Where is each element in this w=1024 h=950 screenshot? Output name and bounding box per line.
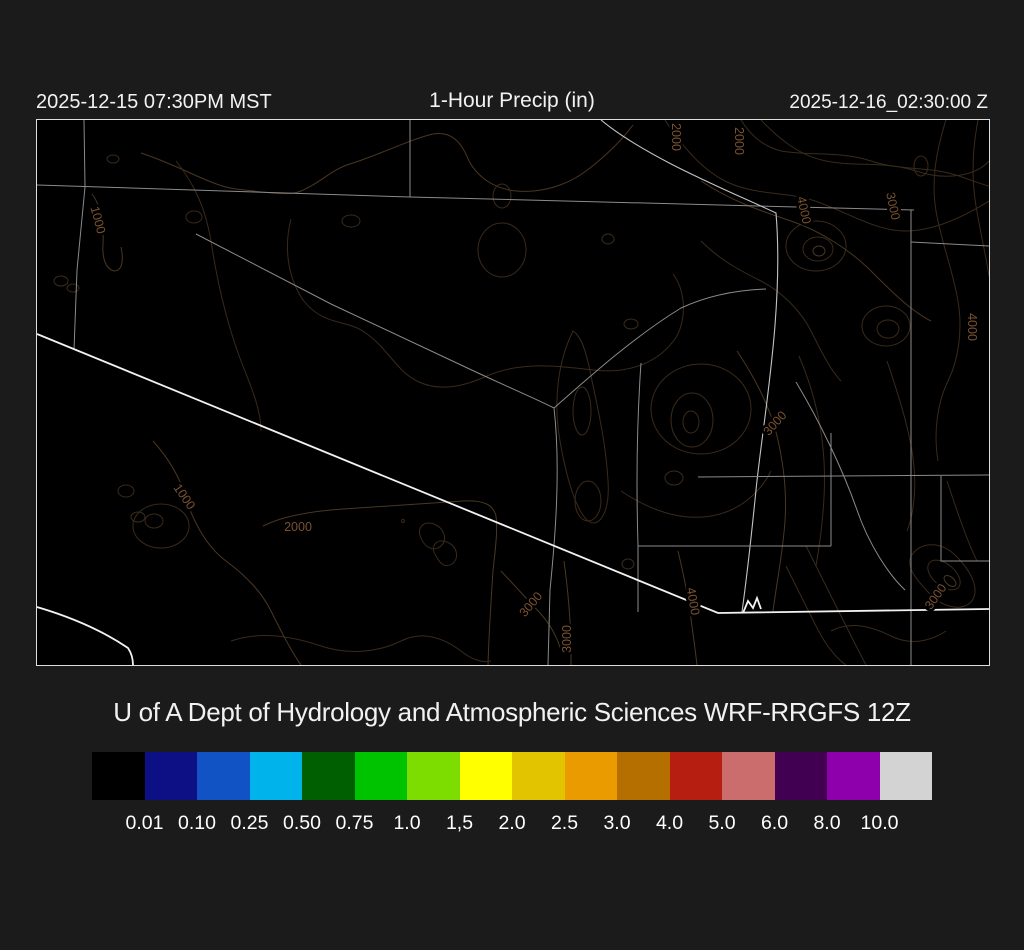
contour-label: 3000 [883,191,902,221]
contour-label: 2000 [284,520,312,534]
colorbar-label: 0.01 [125,812,164,834]
color-swatch [669,752,722,800]
colorbar-scale-labels: 0.01 0.10 0.25 0.50 0.75 1.0 1,5 2.0 2.5 3.0 4.0 5.… [92,812,932,838]
color-swatch [617,752,670,800]
color-swatch [354,752,407,800]
valid-time-utc: 2025-12-16_02:30:00 Z [789,92,988,113]
color-swatch [459,752,512,800]
colorbar-label: 0.10 [178,812,216,834]
contour-label: 2000 [669,123,683,151]
colorbar-label: 2.5 [550,812,579,834]
color-swatch [407,752,460,800]
contour-elevation-labels: 1000 1000 2000 2000 2000 4000 3000 3000 4000 3000… [85,121,981,656]
colorbar-label: 1,5 [445,812,474,834]
colorbar-label: 5.0 [708,812,736,834]
contour-label: 2000 [732,127,746,155]
color-swatch [512,752,565,800]
colorbar-label: 3.0 [603,812,631,834]
colorbar-label: 4.0 [655,812,684,834]
color-swatch [249,752,302,800]
colorbar-label: 0.25 [230,812,269,834]
colorbar-label: 10.0 [860,812,899,834]
contour-label: 3000 [517,589,546,619]
contour-label: 3000 [761,408,790,438]
color-swatch [302,752,355,800]
valid-time-local: 2025-12-15 07:30PM MST [36,91,272,113]
state-borders [37,333,989,665]
color-swatch [774,752,827,800]
map-canvas: 1000 1000 2000 2000 2000 4000 3000 3000 4000 3000… [37,120,989,665]
colorbar-label: 0.50 [283,812,321,834]
contour-label: 3000 [560,625,574,653]
product-caption: U of A Dept of Hydrology and Atmospheric… [113,697,911,727]
color-swatch [722,752,775,800]
county-boundaries [37,120,989,665]
colorbar-label: 0.75 [335,812,374,834]
color-swatch [92,752,145,800]
colorbar-label: 2.0 [498,812,526,834]
color-swatch [827,752,880,800]
contour-label: 4000 [965,313,979,341]
color-swatch [197,752,250,800]
contour-label: 3000 [922,581,949,612]
colorbar-label: 6.0 [760,812,789,834]
color-swatch [564,752,617,800]
colorbar-label: 1.0 [393,812,421,834]
colorbar-label: 8.0 [813,812,841,834]
color-swatch [879,752,932,800]
contour-label: 4000 [684,586,703,616]
contour-label: 1000 [171,481,198,512]
precip-colorbar [92,752,932,800]
forecast-map: 1000 1000 2000 2000 2000 4000 3000 3000 4000 3000… [36,119,990,666]
page-title: 1-Hour Precip (in) [429,89,595,112]
color-swatch [144,752,197,800]
contour-label: 1000 [88,205,109,236]
